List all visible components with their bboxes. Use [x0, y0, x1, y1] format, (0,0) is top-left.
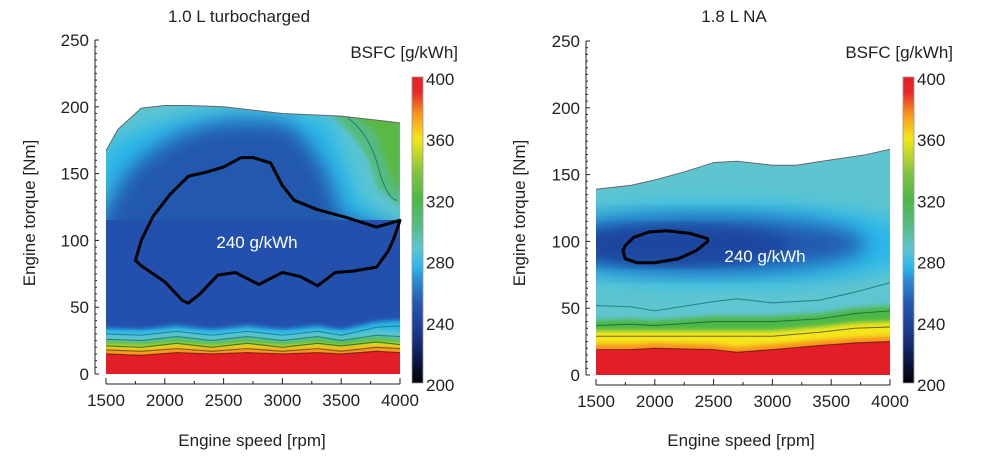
colorbar-tick-label: 280	[917, 254, 945, 273]
y-axis-label: Engine torque [Nm]	[510, 140, 529, 286]
x-tick-label: 2000	[636, 392, 674, 411]
contour-line-280	[346, 117, 398, 201]
colorbar-tick-label: 200	[917, 376, 945, 395]
contour-annotation: 240 g/kWh	[724, 247, 805, 266]
x-tick-label: 3000	[753, 392, 791, 411]
contour-line-260	[106, 325, 400, 336]
full-load-curve	[105, 104, 401, 152]
chart-panel-1-8L-NA: 1.8 L NA 0 50 100 150 200 250 1500 2000 2500 3000…	[510, 7, 953, 450]
y-axis-label: Engine torque [Nm]	[20, 140, 39, 286]
y-tick-label: 0	[571, 366, 580, 385]
y-tick-label: 100	[61, 231, 89, 250]
axes: 0 50 100 150 200 250 1500 2000 2500 3000 3500 4000	[61, 31, 419, 410]
contour-annotation: 240 g/kWh	[216, 233, 297, 252]
contour-line-300	[596, 310, 890, 327]
axes: 0 50 100 150 200 250 1500 2000 2500 3000 3500 4000	[552, 32, 909, 411]
colorbar-tick-label: 320	[917, 192, 945, 211]
band-400-core	[596, 341, 890, 375]
colorbar-tick-label: 360	[426, 131, 454, 150]
x-tick-label: 3500	[322, 391, 360, 410]
y-tick-label: 200	[552, 99, 580, 118]
low-load-bands	[106, 320, 400, 375]
colorbar-tick-label: 360	[917, 131, 945, 150]
colorbar-label: BSFC [g/kWh]	[845, 43, 953, 62]
colorbar: 200 240 280 320 360 400	[902, 70, 945, 395]
x-tick-label: 2000	[146, 391, 184, 410]
y-tick-label: 150	[552, 166, 580, 185]
contour-line-360	[106, 346, 400, 352]
contour-line-280	[596, 282, 890, 312]
colorbar-label: BSFC [g/kWh]	[350, 43, 458, 62]
y-tick-label: 150	[61, 165, 89, 184]
band-400-core	[106, 351, 400, 375]
colorbar-tick-label: 400	[917, 70, 945, 89]
y-tick-label: 250	[61, 31, 89, 50]
x-tick-label: 2500	[695, 392, 733, 411]
colorbar-tick-label: 240	[426, 315, 454, 334]
contour-line-320	[106, 341, 400, 348]
colorbar-tick-label: 200	[426, 376, 454, 395]
full-load-curve	[595, 148, 891, 190]
region-310	[352, 113, 400, 194]
colorbar-tick-label: 280	[426, 254, 454, 273]
chart-title: 1.8 L NA	[701, 7, 767, 26]
bsfc-contour-map	[595, 148, 891, 375]
x-axis-label: Engine speed [rpm]	[667, 431, 814, 450]
contour-line-400	[596, 341, 890, 353]
colorbar-tick-label: 320	[426, 192, 454, 211]
y-tick-label: 100	[552, 232, 580, 251]
colorbar-tick-label: 240	[917, 315, 945, 334]
y-tick-label: 250	[552, 32, 580, 51]
y-tick-label: 0	[80, 365, 89, 384]
y-tick-label: 200	[61, 98, 89, 117]
contour-line-400	[106, 350, 400, 356]
contour-line-360	[596, 326, 890, 337]
map-fill	[106, 105, 400, 375]
y-tick-label: 50	[561, 299, 580, 318]
y-tick-label: 50	[70, 298, 89, 317]
x-tick-label: 2500	[205, 391, 243, 410]
colorbar-gradient	[902, 76, 915, 384]
chart-title: 1.0 L turbocharged	[168, 7, 310, 26]
bsfc-contour-map	[105, 104, 402, 375]
colorbar-tick-label: 400	[426, 70, 454, 89]
x-tick-label: 3500	[812, 392, 850, 411]
x-tick-label: 1500	[87, 391, 125, 410]
contour-240	[621, 229, 710, 265]
low-load-bands	[596, 277, 890, 375]
x-tick-label: 1500	[577, 392, 615, 411]
chart-panel-1-0L-turbocharged: 1.0 L turbocharged 0 50 100 150 200 250 1500 20…	[20, 7, 458, 450]
colorbar: 200 240 280 320 360 400	[411, 70, 454, 395]
x-tick-label: 3000	[263, 391, 301, 410]
x-tick-label: 4000	[381, 391, 419, 410]
colorbar-gradient	[411, 76, 424, 384]
contour-240	[133, 156, 402, 305]
contour-line-280	[106, 334, 400, 342]
x-tick-label: 4000	[871, 392, 909, 411]
map-fill	[596, 149, 890, 375]
x-axis-label: Engine speed [rpm]	[178, 431, 325, 450]
